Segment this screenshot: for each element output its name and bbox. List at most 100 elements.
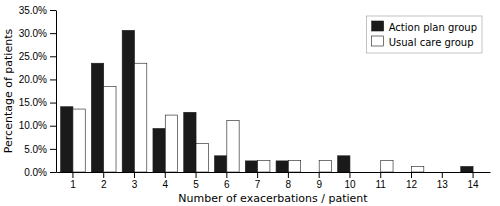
tick-mark <box>50 10 56 11</box>
tick-mark <box>319 172 320 178</box>
x-tick: 5 <box>193 172 199 190</box>
tick-mark <box>165 172 166 178</box>
tick-label: 20.0% <box>19 74 47 85</box>
bar <box>350 172 362 173</box>
y-tick: 35.0% <box>19 5 56 16</box>
y-tick: 30.0% <box>19 28 56 39</box>
bar <box>91 63 103 172</box>
tick-label: 3 <box>132 179 138 190</box>
tick-mark <box>380 172 381 178</box>
x-axis-title: Number of exacerbations / patient <box>178 192 368 205</box>
bar <box>442 172 454 173</box>
tick-label: 5.0% <box>24 144 47 155</box>
tick-label: 35.0% <box>19 5 47 16</box>
legend-label: Usual care group <box>389 37 474 48</box>
tick-label: 15.0% <box>19 97 47 108</box>
tick-mark <box>349 172 350 178</box>
tick-label: 10 <box>344 179 356 190</box>
bar <box>319 160 331 172</box>
legend-frame <box>367 16 482 53</box>
tick-mark <box>442 172 443 178</box>
tick-mark <box>50 103 56 104</box>
y-tick: 5.0% <box>24 144 56 155</box>
legend-label: Action plan group <box>389 22 477 33</box>
x-tick: 12 <box>406 172 418 190</box>
tick-label: 9 <box>316 179 322 190</box>
legend-item: Action plan group <box>372 21 477 33</box>
bar <box>473 172 485 173</box>
x-tick: 13 <box>437 172 449 190</box>
tick-label: 2 <box>101 179 107 190</box>
y-tick: 15.0% <box>19 97 56 108</box>
legend-swatch <box>372 36 384 46</box>
bar <box>73 109 85 172</box>
tick-label: 6 <box>224 179 230 190</box>
y-tick: 0.0% <box>24 167 56 178</box>
x-tick: 11 <box>376 172 387 190</box>
tick-mark <box>72 172 73 178</box>
bar <box>399 172 411 173</box>
tick-label: 25.0% <box>19 51 47 62</box>
bar <box>368 172 380 173</box>
legend-swatch <box>372 21 384 31</box>
bar-series <box>73 63 424 172</box>
x-tick: 6 <box>224 172 230 190</box>
bar <box>122 30 134 172</box>
bar <box>307 172 319 173</box>
axis-line <box>56 11 57 173</box>
plot: 12345678910111213140.0%5.0%10.0%15.0%20.… <box>19 5 491 190</box>
bar <box>412 166 424 172</box>
tick-label: 10.0% <box>19 120 47 131</box>
tick-mark <box>50 126 56 127</box>
chart-container: 12345678910111213140.0%5.0%10.0%15.0%20.… <box>0 0 500 206</box>
tick-mark <box>50 149 56 150</box>
tick-mark <box>257 172 258 178</box>
tick-mark <box>411 172 412 178</box>
x-axis: 1234567891011121314 <box>57 172 491 190</box>
x-tick: 10 <box>344 172 356 190</box>
y-axis: 0.0% 5.0% 10.0% 15.0% 20.0% 25.0% 30.0% 35.0% <box>19 5 57 178</box>
bar <box>227 121 239 172</box>
y-axis-title: Percentage of patients <box>2 29 15 154</box>
bar <box>288 160 300 172</box>
x-tick: 3 <box>132 172 138 190</box>
bar <box>245 161 257 172</box>
chart: 12345678910111213140.0%5.0%10.0%15.0%20.… <box>0 0 500 206</box>
tick-label: 12 <box>406 179 418 190</box>
tick-label: 14 <box>468 179 480 190</box>
tick-mark <box>196 172 197 178</box>
x-tick: 4 <box>162 172 168 190</box>
bar <box>134 63 146 172</box>
tick-mark <box>134 172 135 178</box>
x-tick: 14 <box>468 172 480 190</box>
bar <box>338 156 350 172</box>
x-tick: 9 <box>316 172 322 190</box>
tick-label: 13 <box>437 179 449 190</box>
tick-label: 0.0% <box>24 167 47 178</box>
bar <box>184 112 196 172</box>
tick-label: 7 <box>255 179 261 190</box>
bar <box>430 172 442 173</box>
tick-mark <box>50 79 56 80</box>
bar <box>381 160 393 172</box>
bar <box>61 107 73 172</box>
y-tick: 25.0% <box>19 51 56 62</box>
tick-label: 30.0% <box>19 28 47 39</box>
tick-mark <box>288 172 289 178</box>
x-tick: 8 <box>286 172 292 190</box>
bar <box>215 156 227 172</box>
tick-mark <box>103 172 104 178</box>
tick-label: 8 <box>286 179 292 190</box>
tick-label: 4 <box>162 179 168 190</box>
tick-label: 1 <box>70 179 76 190</box>
bar <box>258 160 270 172</box>
x-tick: 2 <box>101 172 107 190</box>
x-tick: 1 <box>70 172 76 190</box>
y-tick: 10.0% <box>19 120 56 131</box>
legend-item: Usual care group <box>372 36 474 48</box>
bar <box>196 143 208 172</box>
x-tick: 7 <box>255 172 261 190</box>
bar <box>461 166 473 172</box>
tick-mark <box>226 172 227 178</box>
tick-label: 5 <box>193 179 199 190</box>
